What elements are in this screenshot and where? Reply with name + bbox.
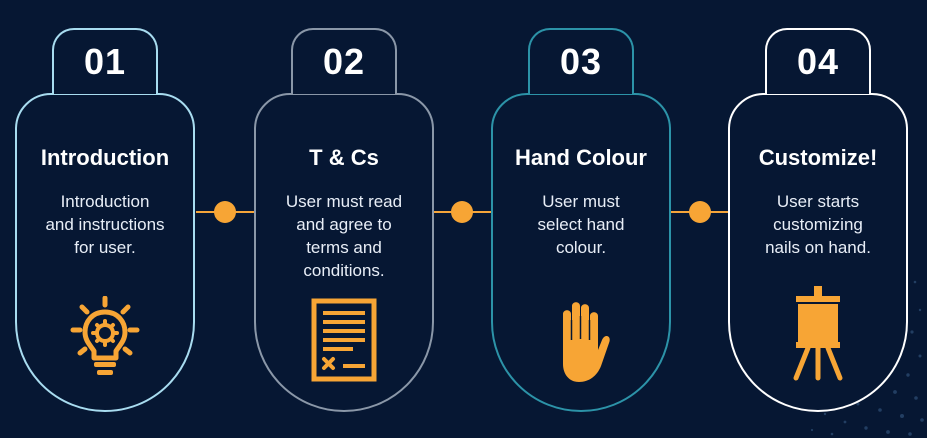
step-description: Introduction and instructions for user. <box>25 190 185 259</box>
step-title: Hand Colour <box>515 145 647 170</box>
easel-icon <box>793 286 843 381</box>
step-card-3: 03 Hand Colour User must select hand col… <box>491 0 671 438</box>
step-description-line: for user. <box>74 238 136 257</box>
step-title: Introduction <box>40 145 170 170</box>
step-description-line: User must read <box>285 192 403 211</box>
step-number-tab <box>765 28 871 94</box>
step-number: 01 <box>83 41 127 82</box>
step-card-2: 02 T & Cs User must read and agree to te… <box>254 0 434 438</box>
step-number: 02 <box>322 41 366 82</box>
connector-node-3 <box>689 201 711 223</box>
lightbulb-gear-icon <box>70 296 140 375</box>
step-number-tab <box>528 28 634 94</box>
hand-icon <box>563 302 610 382</box>
step-card-1: 01 Introduction Introduction and instruc… <box>15 0 195 438</box>
step-description: User starts customizing nails on hand. <box>738 190 898 259</box>
step-description-line: User starts <box>776 192 860 211</box>
step-title: Customize! <box>758 145 878 170</box>
step-card-body <box>254 93 434 412</box>
connector-node-1 <box>214 201 236 223</box>
step-number-tab <box>291 28 397 94</box>
step-number: 03 <box>559 41 603 82</box>
connector-node-2 <box>451 201 473 223</box>
step-description: User must select hand colour. <box>501 190 661 259</box>
step-description-line: and instructions <box>45 215 165 234</box>
step-description-line: terms and <box>306 238 382 257</box>
step-card-4: 04 Customize! User starts customizing na… <box>728 0 908 438</box>
document-signature-icon <box>311 298 377 382</box>
step-description-line: colour. <box>555 238 607 257</box>
step-description-line: customizing <box>773 215 863 234</box>
step-description: User must read and agree to terms and co… <box>264 190 424 282</box>
step-number-tab <box>52 28 158 94</box>
step-number: 04 <box>796 41 840 82</box>
step-description-line: User must <box>542 192 620 211</box>
step-description-line: nails on hand. <box>765 238 871 257</box>
step-description-line: and agree to <box>296 215 392 234</box>
step-description-line: Introduction <box>60 192 150 211</box>
step-description-line: select hand <box>537 215 625 234</box>
step-title: T & Cs <box>309 145 379 170</box>
step-description-line: conditions. <box>303 261 385 280</box>
